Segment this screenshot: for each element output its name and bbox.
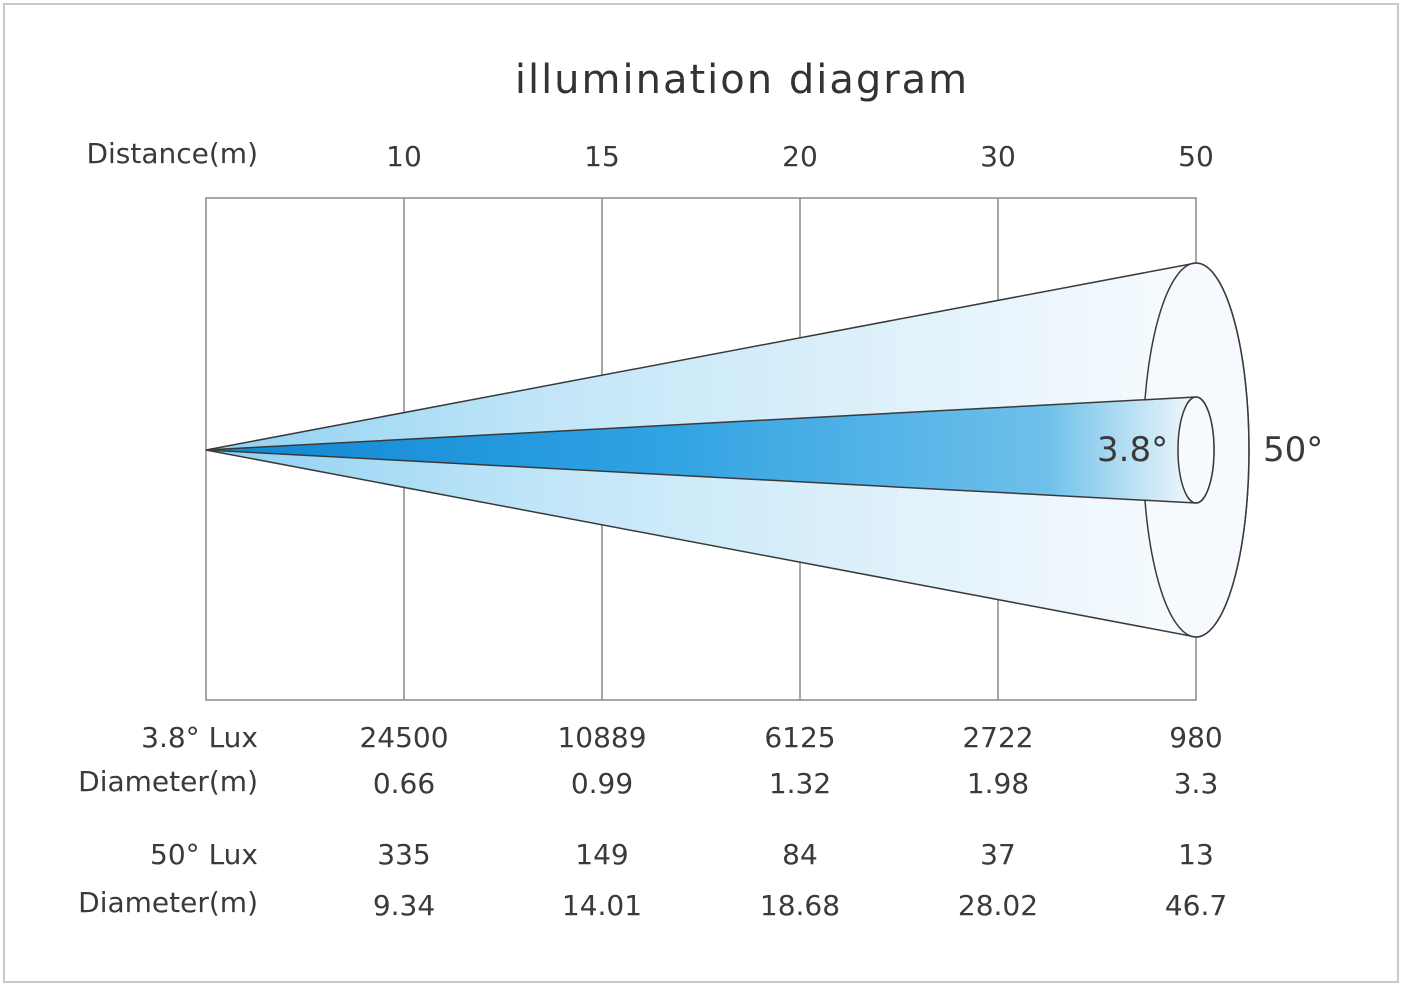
narrow-diameter-10: 0.66 [372, 767, 436, 800]
narrow-beam-end [1177, 396, 1215, 504]
narrow-lux-30: 2722 [962, 721, 1034, 754]
wide-angle-label: 50° [1263, 430, 1324, 470]
narrow-diameter-30: 1.98 [966, 767, 1030, 800]
narrow-lux-15: 10889 [557, 721, 647, 754]
narrow-lux-10: 24500 [359, 721, 449, 754]
diagram-title: illumination diagram [514, 57, 970, 103]
wide-lux-10: 335 [377, 838, 431, 871]
wide-lux-20: 84 [782, 838, 818, 871]
narrow-angle-label: 3.8° [1097, 430, 1169, 470]
narrow-diameter-20: 1.32 [768, 767, 832, 800]
distance-30: 30 [980, 140, 1016, 173]
distance-10: 10 [386, 140, 422, 173]
narrow-diameter-label: Diameter(m) [78, 765, 258, 798]
distance-label: Distance(m) [86, 137, 258, 170]
narrow-lux-20: 6125 [764, 721, 836, 754]
wide-diameter-50: 46.7 [1164, 889, 1228, 922]
narrow-lux-label: 3.8° Lux [141, 721, 258, 754]
distance-15: 15 [584, 140, 620, 173]
distance-20: 20 [782, 140, 818, 173]
wide-diameter-20: 18.68 [759, 889, 841, 922]
wide-diameter-30: 28.02 [957, 889, 1039, 922]
wide-lux-50: 13 [1178, 838, 1214, 871]
wide-lux-30: 37 [980, 838, 1016, 871]
narrow-diameter-50: 3.3 [1173, 767, 1219, 800]
distance-50: 50 [1178, 140, 1214, 173]
wide-diameter-10: 9.34 [372, 889, 436, 922]
wide-diameter-15: 14.01 [561, 889, 643, 922]
narrow-diameter-15: 0.99 [570, 767, 634, 800]
wide-lux-label: 50° Lux [150, 838, 258, 871]
narrow-lux-50: 980 [1169, 721, 1223, 754]
wide-lux-15: 149 [575, 838, 629, 871]
wide-diameter-label: Diameter(m) [78, 886, 258, 919]
